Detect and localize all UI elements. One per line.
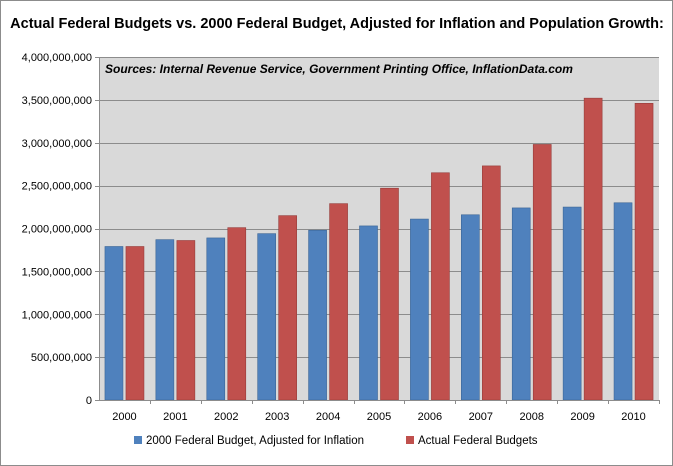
bar-adjusted-2002 bbox=[206, 237, 226, 401]
bar-adjusted-2004 bbox=[308, 229, 327, 401]
bar-adjusted-2000 bbox=[104, 246, 124, 401]
legend-swatch bbox=[134, 436, 142, 444]
y-tick-label: 2,500,000,000 bbox=[22, 181, 92, 193]
x-tick-label: 2009 bbox=[570, 411, 594, 423]
x-tick-label: 2000 bbox=[112, 411, 136, 423]
legend-label: Actual Federal Budgets bbox=[418, 435, 538, 447]
y-tick-label: 4,000,000,000 bbox=[22, 52, 92, 64]
chart-title: Actual Federal Budgets vs. 2000 Federal … bbox=[10, 16, 664, 32]
bar-actual-2006 bbox=[431, 172, 450, 401]
bar-adjusted-2003 bbox=[257, 233, 276, 401]
bar-actual-2008 bbox=[532, 144, 552, 401]
y-tick-label: 1,500,000,000 bbox=[22, 266, 92, 278]
x-tick-label: 2002 bbox=[214, 411, 238, 423]
bar-adjusted-2008 bbox=[511, 207, 531, 401]
bar-adjusted-2005 bbox=[359, 225, 378, 401]
y-tick-label: 3,500,000,000 bbox=[22, 95, 92, 107]
x-tick-label: 2005 bbox=[367, 411, 391, 423]
bar-adjusted-2009 bbox=[562, 206, 582, 401]
x-tick-label: 2008 bbox=[519, 411, 543, 423]
bar-actual-2009 bbox=[583, 97, 603, 401]
y-tick-label: 2,000,000,000 bbox=[22, 224, 92, 236]
x-tick-label: 2001 bbox=[163, 411, 187, 423]
bar-actual-2002 bbox=[227, 227, 247, 401]
legend-swatch bbox=[406, 436, 414, 444]
legend-label: 2000 Federal Budget, Adjusted for Inflat… bbox=[146, 435, 364, 447]
bar-actual-2000 bbox=[125, 246, 145, 401]
bar-actual-2010 bbox=[634, 103, 654, 401]
bar-actual-2004 bbox=[329, 203, 348, 401]
bar-adjusted-2001 bbox=[155, 239, 175, 401]
bar-adjusted-2010 bbox=[613, 202, 633, 401]
bar-adjusted-2007 bbox=[461, 214, 480, 401]
x-tick-label: 2004 bbox=[316, 411, 340, 423]
y-tick-label: 3,000,000,000 bbox=[22, 138, 92, 150]
x-tick-label: 2010 bbox=[621, 411, 645, 423]
y-tick-label: 1,000,000,000 bbox=[22, 309, 92, 321]
x-tick-label: 2007 bbox=[469, 411, 493, 423]
bar-actual-2007 bbox=[482, 165, 501, 401]
sources-annotation: Sources: Internal Revenue Service, Gover… bbox=[105, 62, 573, 76]
x-tick-label: 2003 bbox=[265, 411, 289, 423]
bar-actual-2003 bbox=[278, 215, 297, 401]
bar-adjusted-2006 bbox=[410, 218, 429, 401]
y-tick-label: 500,000,000 bbox=[31, 352, 92, 364]
bar-actual-2001 bbox=[176, 240, 196, 401]
y-tick-label: 0 bbox=[86, 395, 92, 407]
x-tick-label: 2006 bbox=[418, 411, 442, 423]
bar-actual-2005 bbox=[380, 187, 399, 401]
